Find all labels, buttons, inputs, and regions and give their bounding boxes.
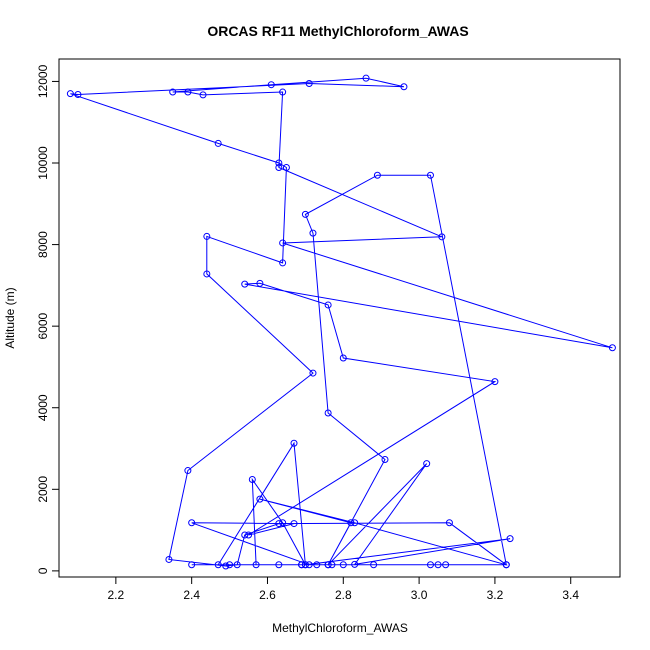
- data-point: [214, 561, 222, 569]
- data-point: [442, 561, 450, 569]
- data-point: [301, 210, 309, 218]
- data-point: [222, 562, 230, 570]
- data-point: [290, 439, 298, 447]
- y-axis: 0 2000 4000 6000 8000 10000 12000: [36, 64, 59, 574]
- y-tick-label: 0: [36, 567, 50, 574]
- data-point: [275, 561, 283, 569]
- data-point: [506, 535, 514, 543]
- data-point: [324, 301, 332, 309]
- data-point: [279, 88, 287, 96]
- data-point: [305, 561, 313, 569]
- data-point: [339, 354, 347, 362]
- data-point: [188, 519, 196, 527]
- data-point: [233, 561, 241, 569]
- data-point: [256, 495, 264, 503]
- data-point: [373, 171, 381, 179]
- data-point: [203, 270, 211, 278]
- data-point: [241, 280, 249, 288]
- data-point: [370, 561, 378, 569]
- data-point: [362, 74, 370, 82]
- data-point: [165, 555, 173, 563]
- data-point: [426, 171, 434, 179]
- y-tick-label: 6000: [36, 312, 50, 339]
- data-point: [347, 519, 355, 527]
- plot-frame: [58, 58, 621, 578]
- data-point: [241, 531, 249, 539]
- x-tick-label: 2.2: [108, 588, 125, 602]
- data-point: [279, 239, 287, 247]
- data-point: [502, 561, 510, 569]
- data-point: [301, 561, 309, 569]
- data-point: [328, 561, 336, 569]
- data-point: [438, 233, 446, 241]
- data-point: [324, 561, 332, 569]
- x-tick-label: 2.6: [259, 588, 276, 602]
- data-point: [199, 91, 207, 99]
- x-axis-label: MethylChloroform_AWAS: [272, 621, 408, 635]
- data-point: [351, 519, 359, 527]
- data-point: [309, 229, 317, 237]
- y-tick-label: 10000: [36, 146, 50, 180]
- y-tick-label: 4000: [36, 394, 50, 421]
- data-point: [423, 460, 431, 468]
- data-point: [279, 519, 287, 527]
- y-tick-label: 8000: [36, 231, 50, 258]
- data-point: [491, 378, 499, 386]
- data-point: [426, 561, 434, 569]
- series-layer: [66, 74, 616, 570]
- series-line: [70, 77, 613, 567]
- data-point: [381, 456, 389, 464]
- data-point: [74, 90, 82, 98]
- data-point: [184, 88, 192, 96]
- chart-title: ORCAS RF11 MethylChloroform_AWAS: [207, 23, 468, 39]
- x-tick-label: 3.0: [411, 588, 428, 602]
- data-point: [434, 561, 442, 569]
- data-point: [184, 467, 192, 475]
- data-point: [203, 232, 211, 240]
- data-point: [256, 279, 264, 287]
- data-point: [245, 531, 253, 539]
- data-point: [267, 81, 275, 89]
- data-point: [324, 409, 332, 417]
- data-point: [214, 139, 222, 147]
- x-tick-label: 2.4: [183, 588, 200, 602]
- data-point: [252, 561, 260, 569]
- data-point: [445, 519, 453, 527]
- data-point: [298, 561, 306, 569]
- data-point: [282, 163, 290, 171]
- data-point: [275, 159, 283, 167]
- data-point: [608, 344, 616, 352]
- data-point: [309, 369, 317, 377]
- data-point: [290, 520, 298, 528]
- data-point: [279, 259, 287, 267]
- y-axis-label: Altitude (m): [3, 287, 17, 348]
- y-tick-label: 12000: [36, 64, 50, 98]
- data-point: [66, 90, 74, 98]
- data-point: [226, 561, 234, 569]
- data-point: [188, 561, 196, 569]
- x-tick-label: 3.4: [562, 588, 579, 602]
- data-point: [169, 88, 177, 96]
- x-tick-label: 3.2: [487, 588, 504, 602]
- data-point: [275, 520, 283, 528]
- data-point: [400, 83, 408, 91]
- y-tick-label: 2000: [36, 476, 50, 503]
- data-point: [305, 79, 313, 87]
- x-axis: 2.2 2.4 2.6 2.8 3.0 3.2 3.4: [108, 577, 579, 602]
- data-point: [248, 476, 256, 484]
- data-point: [275, 163, 283, 171]
- data-point: [351, 560, 359, 568]
- data-point: [339, 561, 347, 569]
- data-point: [313, 561, 321, 569]
- x-tick-label: 2.8: [335, 588, 352, 602]
